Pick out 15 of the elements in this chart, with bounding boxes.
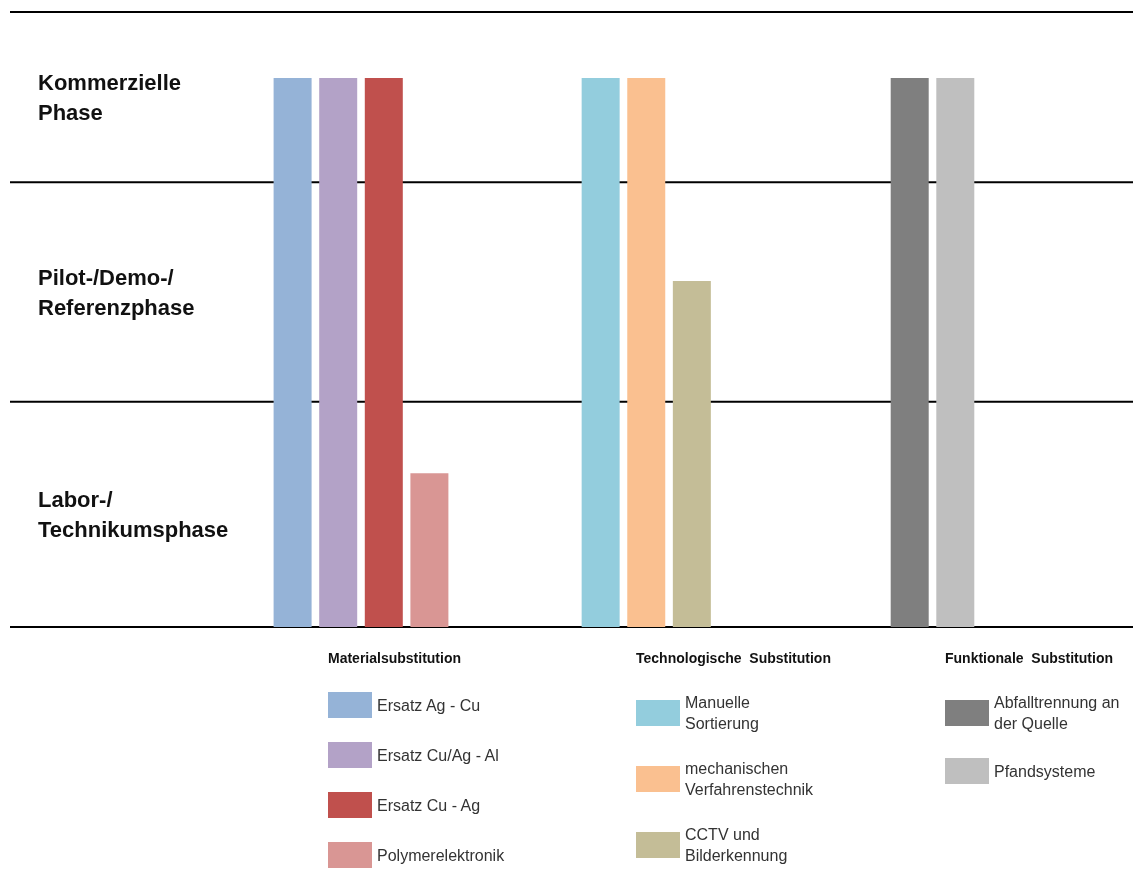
legend-label: Pfandsysteme [994,762,1096,780]
text: Technologische Substitution [636,650,831,666]
legend-label: CCTV und Bilderkennung [685,826,788,864]
legend-label: mechanischen Verfahrenstechnik [685,760,815,798]
legend-label: Polymerelektronik [377,846,506,864]
legend-label: Manuelle Sortierung [685,694,759,732]
text: Materialsubstitution [328,650,462,666]
text: Labor-/Technikumsphase [38,486,229,542]
legend-label: Ersatz Cu - Ag [377,796,481,814]
text: Kommerzielle Phase [38,69,188,125]
legend-label: Ersatz Ag - Cu [377,696,481,714]
legend-label: Abfalltrennung an der Quelle [994,694,1124,732]
text: Pilot-/Demo-/Referenzphase [38,264,195,320]
legend-label: Ersatz Cu/Ag - Al [377,746,499,764]
text: Funktionale Substitution [945,650,1113,666]
